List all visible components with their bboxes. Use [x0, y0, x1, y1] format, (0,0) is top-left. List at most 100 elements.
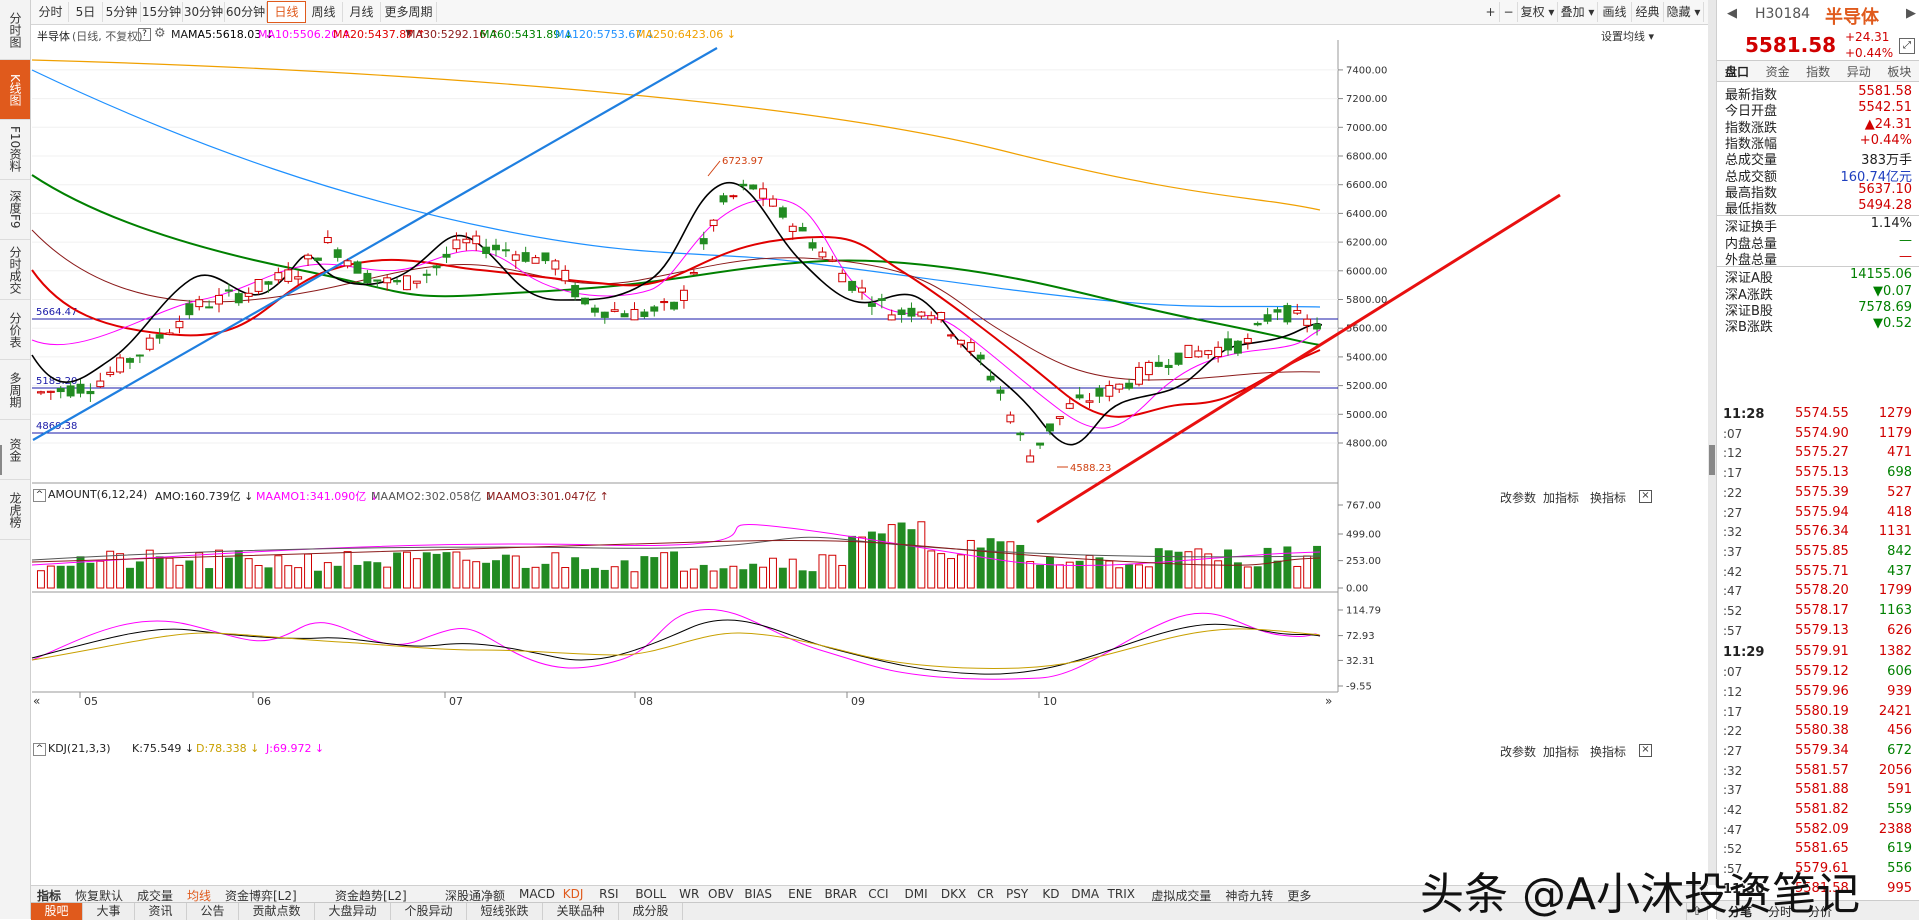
indicator-tab-9[interactable]: RSI [599, 887, 619, 901]
indicator-tab-23[interactable]: TRIX [1107, 887, 1135, 901]
bottom-tab-7[interactable]: 短线张跌 [467, 903, 543, 920]
bottom-tab-5[interactable]: 大盘异动 [315, 903, 391, 920]
indicator-tab-24[interactable]: 虚拟成交量 [1151, 889, 1212, 903]
period-tab-9[interactable]: 更多周期 ▾ [381, 2, 437, 39]
toolbar-right-button-1[interactable]: − [1500, 2, 1518, 22]
amount-close-icon[interactable]: × [1639, 490, 1652, 503]
period-tab-4[interactable]: 30分钟 [183, 2, 225, 22]
kdj-switch-indicator-button[interactable]: 换指标 [1590, 745, 1627, 759]
indicator-tab-4[interactable]: 资金博弈[L2] [225, 889, 297, 903]
left-nav-tab-8[interactable]: 龙虎榜 [0, 480, 30, 540]
bottom-tab-0[interactable]: 股吧 [31, 903, 83, 920]
bottom-tab-6[interactable]: 个股异动 [391, 903, 467, 920]
kdj-change-param-button[interactable]: 改参数 [1500, 745, 1537, 759]
toolbar-right-button-4[interactable]: 画线 [1598, 2, 1632, 22]
amount-bar [551, 552, 560, 589]
indicator-tab-1[interactable]: 恢复默认 [75, 889, 124, 903]
amount-switch-indicator-button[interactable]: 换指标 [1590, 491, 1627, 505]
indicator-tab-19[interactable]: CR [977, 887, 994, 901]
period-tab-8[interactable]: 月线 [343, 2, 381, 22]
ma-settings-dropdown[interactable]: 设置均线 ▾ [1601, 30, 1655, 43]
toolbar-right-button-2[interactable]: 复权 ▾ [1518, 2, 1558, 22]
period-tab-7[interactable]: 周线 [305, 2, 343, 22]
indicator-tab-16[interactable]: CCI [868, 887, 889, 901]
gear-icon[interactable]: ⚙ [154, 26, 166, 41]
indicator-tab-22[interactable]: DMA [1071, 887, 1100, 901]
candle-body [1283, 305, 1292, 323]
toolbar-right-button-5[interactable]: 经典 [1632, 2, 1664, 22]
candle-body [215, 294, 223, 305]
indicator-tab-18[interactable]: DKX [940, 887, 967, 901]
toolbar-right-button-6[interactable]: 隐藏 ▾ [1664, 2, 1704, 22]
kdj-close-icon[interactable]: × [1639, 744, 1652, 757]
indicator-tab-25[interactable]: 神奇九转 [1225, 889, 1274, 903]
period-tab-6[interactable]: 日线 [267, 1, 306, 23]
indicator-tab-14[interactable]: ENE [788, 887, 813, 901]
period-tab-3[interactable]: 15分钟 [141, 2, 183, 22]
quote-tab-0[interactable]: 盘口 [1724, 65, 1749, 79]
bottom-tab-8[interactable]: 关联品种 [543, 903, 619, 920]
indicator-tab-7[interactable]: MACD [519, 887, 555, 901]
quote-tab-2[interactable]: 指数 [1806, 65, 1831, 79]
quote-tab-1[interactable]: 资金 [1765, 65, 1790, 79]
indicator-tab-12[interactable]: OBV [708, 887, 734, 901]
indicator-tab-21[interactable]: KD [1042, 887, 1060, 901]
candle-body [1144, 361, 1153, 376]
prev-stock-icon[interactable]: ◀ [1727, 6, 1737, 21]
left-nav-tab-3[interactable]: 深度F9 [0, 180, 30, 240]
quote-bottom-tab-2[interactable]: 分价 [1807, 905, 1832, 919]
bottom-tab-1[interactable]: 大事 [83, 903, 135, 920]
toolbar-right-button-3[interactable]: 叠加 ▾ [1558, 2, 1598, 22]
expand-icon[interactable]: ⤢ [1899, 38, 1915, 54]
left-nav-tab-0[interactable]: 分时图 [0, 0, 30, 60]
left-nav-tab-4[interactable]: 分时成交 [0, 240, 30, 300]
indicator-tab-20[interactable]: PSY [1006, 887, 1029, 901]
indicator-tab-13[interactable]: BIAS [744, 887, 772, 901]
bottom-tab-4[interactable]: 贡献点数 [239, 903, 315, 920]
quote-bottom-tab-0[interactable]: 分笔 [1727, 905, 1752, 919]
quote-bottom-tab-1[interactable]: 分时 [1767, 905, 1792, 919]
tick-row: :22 5580.38 456 [1717, 721, 1919, 741]
period-tab-1[interactable]: 5日 [69, 2, 103, 22]
indicator-tab-10[interactable]: BOLL [635, 887, 667, 901]
amount-collapse-icon[interactable]: ^ [33, 489, 46, 502]
tick-list: 11:28 5574.55 1279:07 5574.90 1179:12 5575.27… [1717, 404, 1919, 894]
left-nav-tab-5[interactable]: 分价表 [0, 300, 30, 360]
kdj-collapse-icon[interactable]: ^ [33, 743, 46, 756]
help-icon[interactable]: ? [138, 28, 151, 41]
indicator-tab-5[interactable]: 资金趋势[L2] [335, 889, 407, 903]
next-stock-icon[interactable]: ▶ [1906, 6, 1916, 21]
left-nav-tab-2[interactable]: F10资料 [0, 120, 30, 180]
tick-price: 5580.19 [1795, 703, 1849, 719]
scroll-top-icon[interactable]: ⇧ [1686, 903, 1708, 920]
period-tab-5[interactable]: 60分钟 [225, 2, 267, 22]
period-tab-2[interactable]: 5分钟 [103, 2, 141, 22]
candle-body [1204, 350, 1213, 356]
bottom-tab-3[interactable]: 公告 [187, 903, 239, 920]
indicator-tab-2[interactable]: 成交量 [137, 889, 174, 903]
period-tab-0[interactable]: 分时 [33, 2, 69, 22]
quote-tab-4[interactable]: 板块 [1887, 65, 1912, 79]
quote-change-pct: +0.44% [1845, 46, 1894, 60]
left-nav-tab-6[interactable]: 多周期 [0, 360, 30, 420]
indicator-tab-26[interactable]: 更多 [1287, 889, 1312, 903]
bottom-tab-9[interactable]: 成分股 [619, 903, 683, 920]
left-nav-tab-7[interactable]: 资金 [0, 420, 30, 480]
left-nav-tab-1[interactable]: K线图 [0, 60, 30, 120]
indicator-tab-3[interactable]: 均线 [187, 889, 212, 903]
quote-tab-3[interactable]: 异动 [1846, 65, 1871, 79]
kline-chart[interactable]: 7400.00 7200.00 7000.00 6800.00 6600.00 6400.… [0, 0, 1716, 885]
amount-change-param-button[interactable]: 改参数 [1500, 491, 1537, 505]
amount-add-indicator-button[interactable]: 加指标 [1543, 491, 1580, 505]
candle-body [828, 259, 837, 262]
bottom-tab-2[interactable]: 资讯 [135, 903, 187, 920]
indicator-tab-11[interactable]: WR [679, 887, 700, 901]
kdj-add-indicator-button[interactable]: 加指标 [1543, 745, 1580, 759]
indicator-tab-17[interactable]: DMI [904, 887, 928, 901]
indicator-tab-0[interactable]: 指标 [37, 889, 62, 903]
indicator-tab-8[interactable]: KDJ [562, 887, 584, 901]
indicator-tab-6[interactable]: 深股通净额 [445, 889, 506, 903]
indicator-tab-15[interactable]: BRAR [824, 887, 858, 901]
amount-bar [135, 561, 144, 589]
toolbar-right-button-0[interactable]: + [1482, 2, 1500, 22]
